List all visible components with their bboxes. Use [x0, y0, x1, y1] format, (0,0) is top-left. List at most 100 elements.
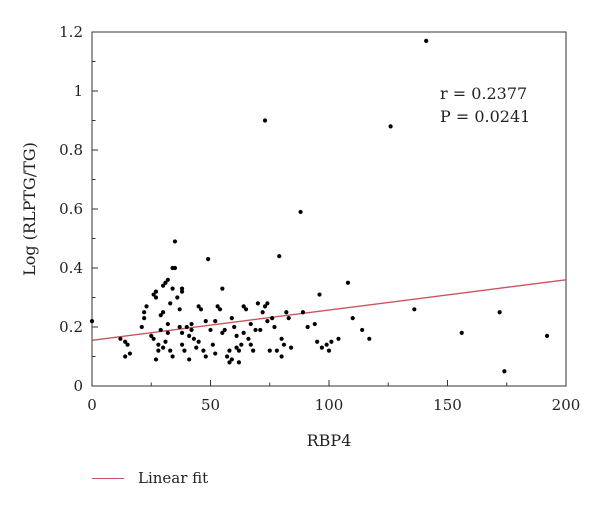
data-point	[194, 345, 199, 350]
data-point	[177, 307, 182, 312]
x-tick-label: 200	[552, 396, 581, 414]
data-point	[144, 304, 149, 309]
data-point	[236, 360, 242, 365]
data-point	[217, 307, 223, 312]
legend: Linear fit	[92, 466, 208, 490]
data-point	[163, 280, 168, 285]
data-point	[270, 316, 275, 321]
correlation-annotation: r = 0.2377	[440, 84, 527, 103]
data-point	[497, 310, 502, 315]
data-point	[241, 304, 246, 309]
data-point	[272, 324, 277, 330]
data-point	[125, 342, 130, 347]
data-point	[165, 277, 170, 282]
y-tick-label: 0.4	[59, 259, 83, 277]
data-point	[424, 38, 429, 43]
data-point	[175, 295, 180, 300]
data-point	[262, 304, 268, 309]
data-point	[388, 124, 393, 129]
scatter-chart: 0 50 100 150 200 0 0.2 0.4 0.6 0.8 1 1.2 RBP4 Log …	[20, 23, 581, 450]
data-point	[153, 289, 159, 294]
data-point	[213, 319, 218, 324]
data-point	[265, 319, 270, 324]
data-point	[281, 342, 287, 347]
data-point	[258, 327, 263, 333]
data-point	[139, 324, 144, 330]
data-point	[153, 295, 159, 300]
y-axis-title: Log (RLPTG/TG)	[20, 142, 39, 276]
data-point	[163, 339, 168, 344]
data-point	[236, 348, 242, 353]
y-tick-label: 0.6	[59, 200, 83, 218]
data-point	[288, 345, 294, 350]
data-point	[156, 342, 161, 347]
data-point	[305, 324, 310, 330]
data-point	[220, 330, 225, 335]
data-point	[315, 339, 320, 344]
y-axis-ticks: 0 0.2 0.4 0.6 0.8 1 1.2	[59, 23, 98, 395]
data-point	[246, 336, 251, 341]
data-point	[168, 301, 173, 306]
linear-fit-line	[91, 279, 567, 341]
y-tick-label: 1.2	[59, 23, 83, 41]
data-point	[227, 348, 232, 353]
data-point	[151, 292, 156, 297]
data-point	[317, 292, 322, 297]
data-point	[274, 348, 279, 353]
data-point	[502, 369, 507, 374]
data-point	[215, 304, 220, 309]
data-point	[142, 310, 147, 315]
y-tick-label: 0.8	[59, 141, 83, 159]
y-tick-label: 0.2	[59, 318, 83, 336]
data-points	[89, 38, 550, 374]
data-point	[123, 354, 128, 359]
data-point	[151, 336, 156, 341]
data-point	[255, 301, 260, 306]
data-point	[206, 257, 211, 262]
data-point	[161, 310, 166, 315]
data-point	[229, 316, 234, 321]
x-tick-label: 50	[201, 396, 220, 414]
data-point	[234, 333, 239, 338]
p-value-annotation: P = 0.0241	[440, 107, 530, 126]
data-point	[179, 342, 185, 347]
data-point	[260, 310, 265, 315]
data-point	[367, 336, 372, 341]
data-point	[253, 327, 258, 333]
data-point	[279, 336, 284, 341]
data-point	[220, 286, 225, 291]
data-point	[165, 321, 170, 327]
data-point	[239, 342, 244, 347]
data-point	[208, 327, 213, 333]
data-point	[161, 345, 166, 350]
data-point	[227, 360, 232, 365]
data-point	[284, 310, 289, 315]
data-point	[153, 357, 159, 362]
data-point	[172, 239, 178, 244]
data-point	[179, 289, 185, 294]
data-point	[203, 319, 208, 324]
data-point	[172, 265, 178, 271]
data-point	[142, 316, 147, 321]
data-point	[187, 333, 192, 338]
x-tick-label: 150	[433, 396, 462, 414]
data-point	[170, 286, 175, 291]
data-point	[324, 342, 329, 347]
data-point	[336, 336, 341, 341]
y-tick-label: 1	[73, 82, 83, 100]
data-point	[241, 330, 246, 335]
data-point	[312, 321, 317, 327]
data-point	[177, 324, 182, 330]
data-point	[326, 348, 332, 353]
data-point	[277, 254, 282, 259]
data-point	[350, 316, 355, 321]
y-tick-label: 0	[73, 377, 83, 395]
data-point	[187, 357, 192, 362]
x-tick-label: 100	[315, 396, 344, 414]
data-point	[286, 316, 291, 321]
data-point	[300, 310, 306, 315]
data-point	[243, 307, 249, 312]
data-point	[170, 354, 175, 359]
x-axis-title: RBP4	[307, 431, 352, 450]
data-point	[459, 330, 464, 335]
